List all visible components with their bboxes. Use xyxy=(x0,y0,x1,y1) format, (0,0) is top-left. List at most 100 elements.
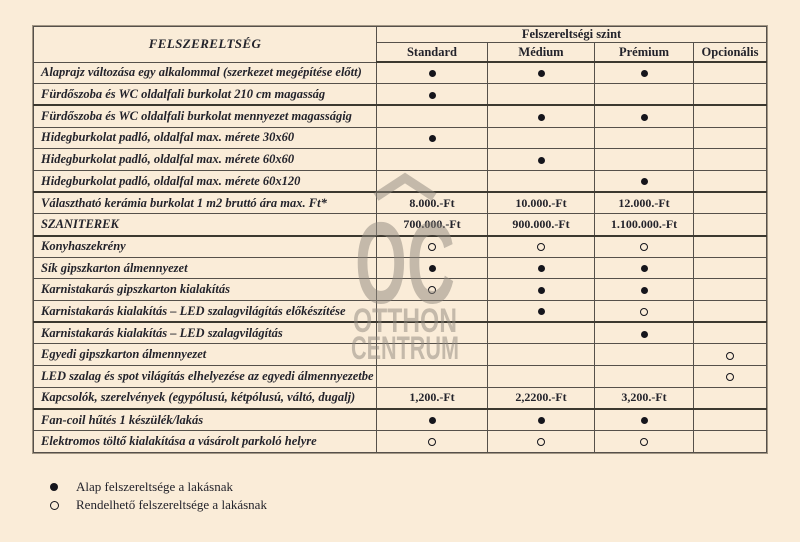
open-dot-icon xyxy=(640,243,648,252)
level-cell xyxy=(487,148,595,171)
filled-dot-icon xyxy=(428,70,436,78)
filled-dot-icon xyxy=(537,286,545,294)
level-cell xyxy=(487,430,595,453)
level-cell xyxy=(692,148,768,171)
level-cell xyxy=(692,61,768,85)
level-cell: 700.000.-Ft xyxy=(376,213,488,237)
row-label: Választható kerámia burkolat 1 m2 bruttó… xyxy=(33,191,377,215)
level-cell xyxy=(487,83,595,107)
level-cell: 3,200.-Ft xyxy=(594,386,694,410)
row-label: Konyhaszekrény xyxy=(33,235,377,258)
legend-item: Rendelhető felszereltsége a lakásnak xyxy=(50,496,267,514)
table-row: Alaprajz változása egy alkalommal (szerk… xyxy=(33,61,768,85)
level-cell xyxy=(487,300,595,324)
table-row: Hidegburkolat padló, oldalfal max. méret… xyxy=(33,169,768,194)
filled-dot-icon xyxy=(537,156,545,164)
filled-dot-icon xyxy=(537,308,545,316)
open-dot-icon xyxy=(640,438,648,447)
filled-dot-icon xyxy=(640,70,648,78)
level-cell xyxy=(692,278,768,302)
filled-dot-icon xyxy=(50,483,58,491)
level-cell: 8.000.-Ft xyxy=(376,191,488,215)
row-label: Alaprajz változása egy alkalommal (szerk… xyxy=(33,61,377,85)
level-cell xyxy=(376,83,488,107)
level-cell xyxy=(594,430,694,453)
table-row: Karnistakarás gipszkarton kialakítás xyxy=(33,278,768,302)
table-row: SZANITEREK 700.000.-Ft 900.000.-Ft 1.100.00… xyxy=(33,213,768,237)
level-cell xyxy=(594,343,694,367)
level-cell xyxy=(692,343,768,367)
filled-dot-icon xyxy=(428,265,436,273)
level-cell: 900.000.-Ft xyxy=(487,213,595,237)
level-cell xyxy=(487,278,595,302)
legend-label: Alap felszereltsége a lakásnak xyxy=(76,479,234,494)
level-cell xyxy=(376,148,488,171)
level-cell xyxy=(376,256,488,280)
row-label: Elektromos töltő kialakítása a vásárolt … xyxy=(33,430,377,453)
level-cell xyxy=(692,169,768,194)
open-dot-icon xyxy=(428,243,436,252)
open-dot-icon xyxy=(640,307,648,316)
level-cell xyxy=(692,365,768,388)
level-cell xyxy=(594,169,694,194)
level-cell xyxy=(487,321,595,345)
table-row: Hidegburkolat padló, oldalfal max. méret… xyxy=(33,126,768,150)
level-cell xyxy=(692,83,768,107)
level-cell xyxy=(594,61,694,85)
level-cell xyxy=(376,169,488,194)
level-cell: 2,2200.-Ft xyxy=(487,386,595,410)
open-dot-icon xyxy=(428,438,436,447)
level-cell xyxy=(376,430,488,453)
level-cell xyxy=(487,126,595,150)
level-cell xyxy=(594,300,694,324)
level-cell xyxy=(594,278,694,302)
open-dot-icon xyxy=(537,438,545,447)
level-cell xyxy=(376,408,488,432)
open-dot-icon xyxy=(537,243,545,252)
filled-dot-icon xyxy=(537,417,545,425)
level-cell xyxy=(487,104,595,128)
legend-label: Rendelhető felszereltsége a lakásnak xyxy=(76,497,267,512)
level-cell xyxy=(594,256,694,280)
row-label: Hidegburkolat padló, oldalfal max. méret… xyxy=(33,148,377,171)
row-label: Fürdőszoba és WC oldalfali burkolat 210 … xyxy=(33,83,377,107)
filled-dot-icon xyxy=(640,330,648,338)
level-cell xyxy=(594,235,694,258)
level-cell xyxy=(376,235,488,258)
row-label: Fan-coil hűtés 1 készülék/lakás xyxy=(33,408,377,432)
row-label: Hidegburkolat padló, oldalfal max. méret… xyxy=(33,169,377,194)
level-cell: 1,200.-Ft xyxy=(376,386,488,410)
row-label: Kapcsolók, szerelvények (egypólusú, kétp… xyxy=(33,386,377,410)
legend-marker xyxy=(50,500,76,510)
level-cell xyxy=(692,321,768,345)
level-column-header-opcionális: Opcionális xyxy=(692,42,768,63)
level-cell xyxy=(594,408,694,432)
filled-dot-icon xyxy=(537,265,545,273)
filled-dot-icon xyxy=(640,286,648,294)
open-dot-icon xyxy=(428,286,436,295)
filled-dot-icon xyxy=(428,417,436,425)
level-cell xyxy=(594,321,694,345)
row-label: Karnistakarás kialakítás – LED szalagvil… xyxy=(33,300,377,324)
filled-dot-icon xyxy=(537,70,545,78)
table-row: Karnistakarás kialakítás – LED szalagvil… xyxy=(33,321,768,345)
level-cell xyxy=(376,343,488,367)
level-cell xyxy=(594,104,694,128)
row-label: Egyedi gipszkarton álmennyezet xyxy=(33,343,377,367)
table-row: Elektromos töltő kialakítása a vásárolt … xyxy=(33,430,768,453)
level-cell xyxy=(692,300,768,324)
level-column-header-médium: Médium xyxy=(487,42,595,63)
filled-dot-icon xyxy=(640,417,648,425)
equipment-column-header: FELSZERELTSÉG xyxy=(33,26,377,63)
row-label: Fürdőszoba és WC oldalfali burkolat menn… xyxy=(33,104,377,128)
table-row: Fürdőszoba és WC oldalfali burkolat menn… xyxy=(33,104,768,128)
level-cell xyxy=(594,148,694,171)
level-cell xyxy=(692,408,768,432)
open-dot-icon xyxy=(50,500,59,510)
legend: Alap felszereltsége a lakásnak Rendelhető… xyxy=(50,478,267,514)
level-cell xyxy=(487,365,595,388)
level-cell xyxy=(376,321,488,345)
level-cell xyxy=(376,104,488,128)
table-row: Karnistakarás kialakítás – LED szalagvil… xyxy=(33,300,768,324)
level-cell xyxy=(692,235,768,258)
